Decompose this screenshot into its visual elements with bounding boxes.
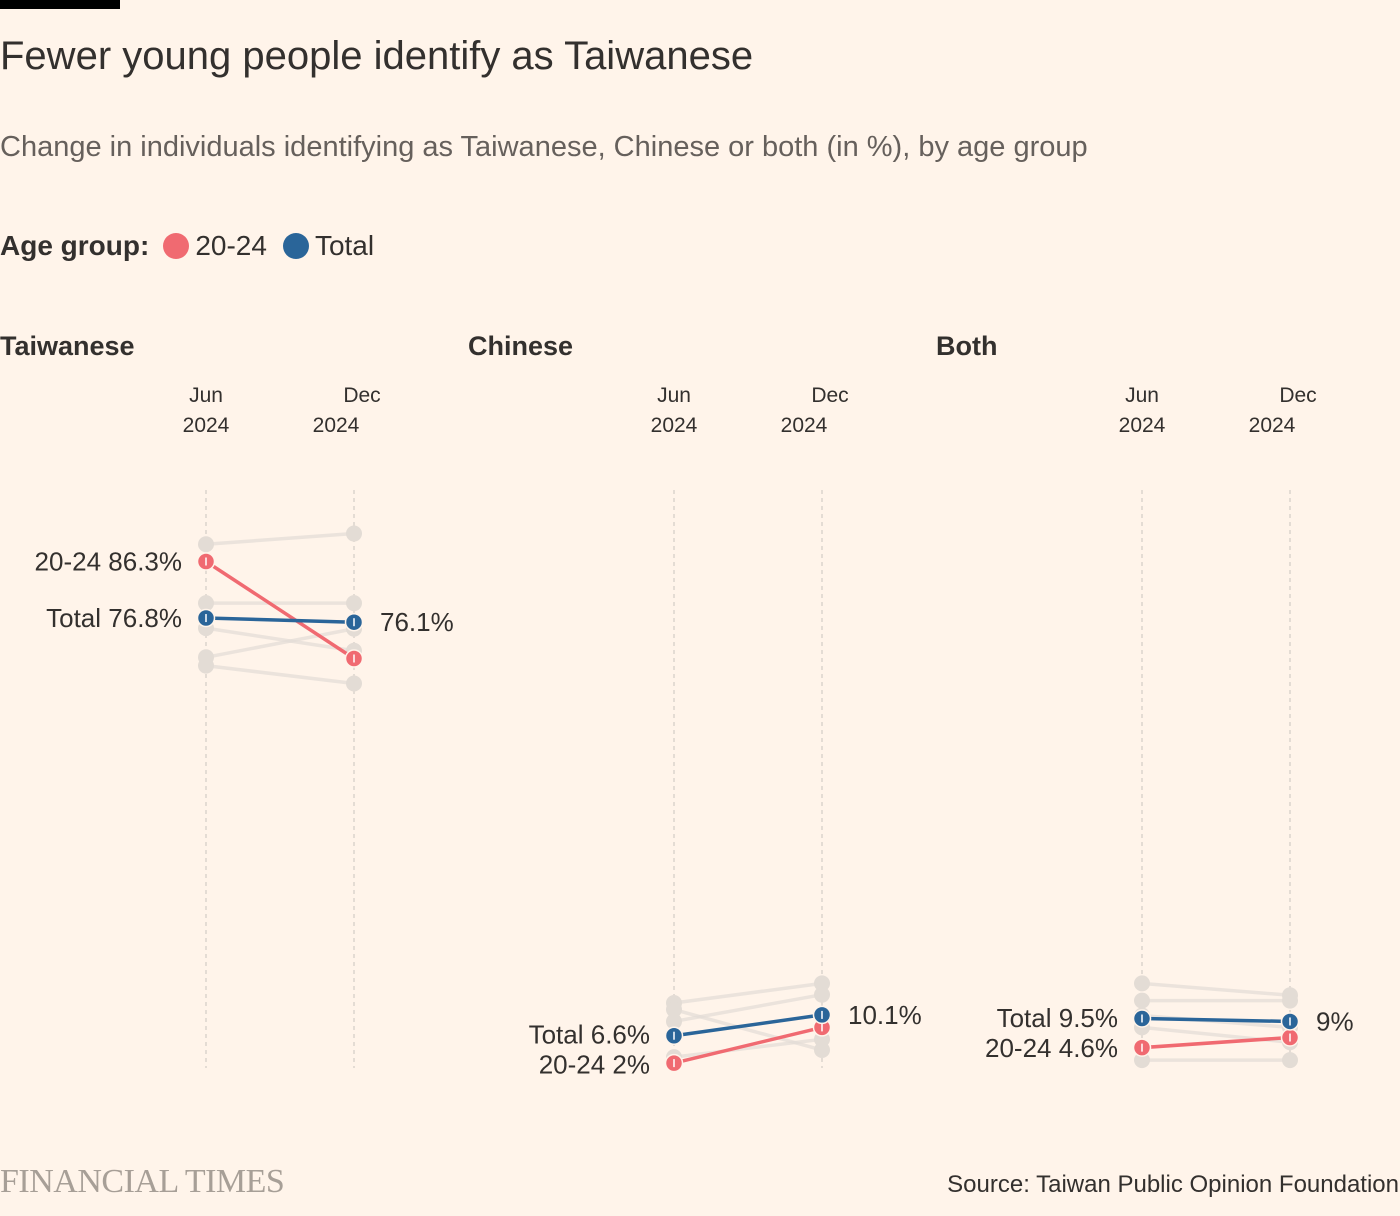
other-group-point-taiwanese	[346, 595, 362, 612]
source-note: Source: Taiwan Public Opinion Foundation	[947, 1171, 1399, 1198]
series-line-20-24-chinese	[673, 1025, 823, 1065]
panel-title-chinese: Chinese	[468, 331, 574, 361]
other-group-line-chinese	[673, 1037, 823, 1059]
chart-subtitle: Change in individuals identifying as Tai…	[0, 131, 1088, 163]
other-group-point-taiwanese	[198, 536, 214, 553]
other-group-point-both	[1134, 975, 1150, 992]
label-total-end-taiwanese: 76.1%	[380, 607, 454, 637]
other-group-line-chinese	[673, 981, 823, 1005]
other-group-point-chinese	[814, 1042, 830, 1059]
x-tick-label-both: Jun	[1125, 384, 1159, 407]
panel-title-taiwanese: Taiwanese	[0, 331, 135, 361]
legend-title: Age group:	[0, 230, 150, 261]
legend-label-total: Total	[314, 230, 375, 261]
x-tick-label-taiwanese: Dec	[343, 384, 380, 407]
series-line-total-both	[1141, 1016, 1291, 1024]
top-accent-bar	[0, 0, 120, 9]
legend-swatch-20-24	[163, 233, 190, 259]
chart-title: Fewer young people identify as Taiwanese	[0, 34, 754, 78]
other-group-point-taiwanese	[346, 675, 362, 692]
legend-label-20-24: 20-24	[195, 230, 267, 261]
x-tick-label-both: 2024	[1119, 414, 1166, 437]
legend-item-20-24: 20-24	[163, 230, 267, 262]
label-total-end-both: 9%	[1316, 1006, 1354, 1036]
x-tick-label-both: Dec	[1279, 384, 1316, 407]
other-group-point-both	[1282, 992, 1298, 1009]
other-group-point-taiwanese	[198, 595, 214, 612]
other-group-line-taiwanese	[205, 663, 355, 686]
x-tick-label-chinese: Jun	[657, 384, 691, 407]
label-total-chinese: Total 6.6%	[529, 1019, 650, 1049]
other-group-line-taiwanese	[205, 627, 355, 660]
other-group-point-chinese	[666, 1013, 682, 1030]
legend-swatch-total	[282, 233, 309, 259]
x-tick-label-taiwanese: Jun	[189, 384, 223, 407]
other-group-point-taiwanese	[198, 657, 214, 674]
label-20-24-taiwanese: 20-24 86.3%	[35, 547, 182, 577]
label-20-24-chinese: 20-24 2%	[539, 1049, 650, 1079]
series-line-total-chinese	[673, 1013, 823, 1038]
other-group-line-taiwanese	[205, 626, 355, 653]
other-group-point-chinese	[666, 1001, 682, 1018]
x-tick-label-both: 2024	[1249, 414, 1296, 437]
ft-logo: FINANCIAL TIMES	[0, 1163, 285, 1200]
other-group-point-both	[1134, 1052, 1150, 1069]
other-group-line-taiwanese	[205, 531, 355, 547]
series-line-20-24-taiwanese	[205, 560, 355, 660]
label-total-end-chinese: 10.1%	[848, 1000, 922, 1030]
other-group-line-chinese	[673, 1007, 823, 1052]
other-group-point-chinese	[814, 975, 830, 992]
x-tick-label-chinese: 2024	[781, 414, 828, 437]
other-group-point-both	[1282, 1052, 1298, 1069]
other-group-point-taiwanese	[346, 525, 362, 542]
label-20-24-both: 20-24 4.6%	[985, 1033, 1118, 1063]
other-group-line-both	[1141, 981, 1291, 998]
series-line-20-24-both	[1141, 1035, 1291, 1050]
panel-title-both: Both	[936, 331, 998, 361]
legend-item-total: Total	[282, 230, 375, 262]
other-group-point-both	[1134, 992, 1150, 1009]
label-total-taiwanese: Total 76.8%	[46, 603, 182, 633]
label-total-both: Total 9.5%	[997, 1003, 1118, 1033]
x-tick-label-chinese: 2024	[651, 414, 698, 437]
x-tick-label-taiwanese: 2024	[313, 414, 360, 437]
x-tick-label-chinese: Dec	[811, 384, 848, 407]
other-group-point-chinese	[814, 986, 830, 1003]
x-tick-label-taiwanese: 2024	[183, 414, 230, 437]
series-line-total-taiwanese	[205, 616, 355, 624]
legend: Age group: 20-24 Total	[0, 230, 390, 262]
